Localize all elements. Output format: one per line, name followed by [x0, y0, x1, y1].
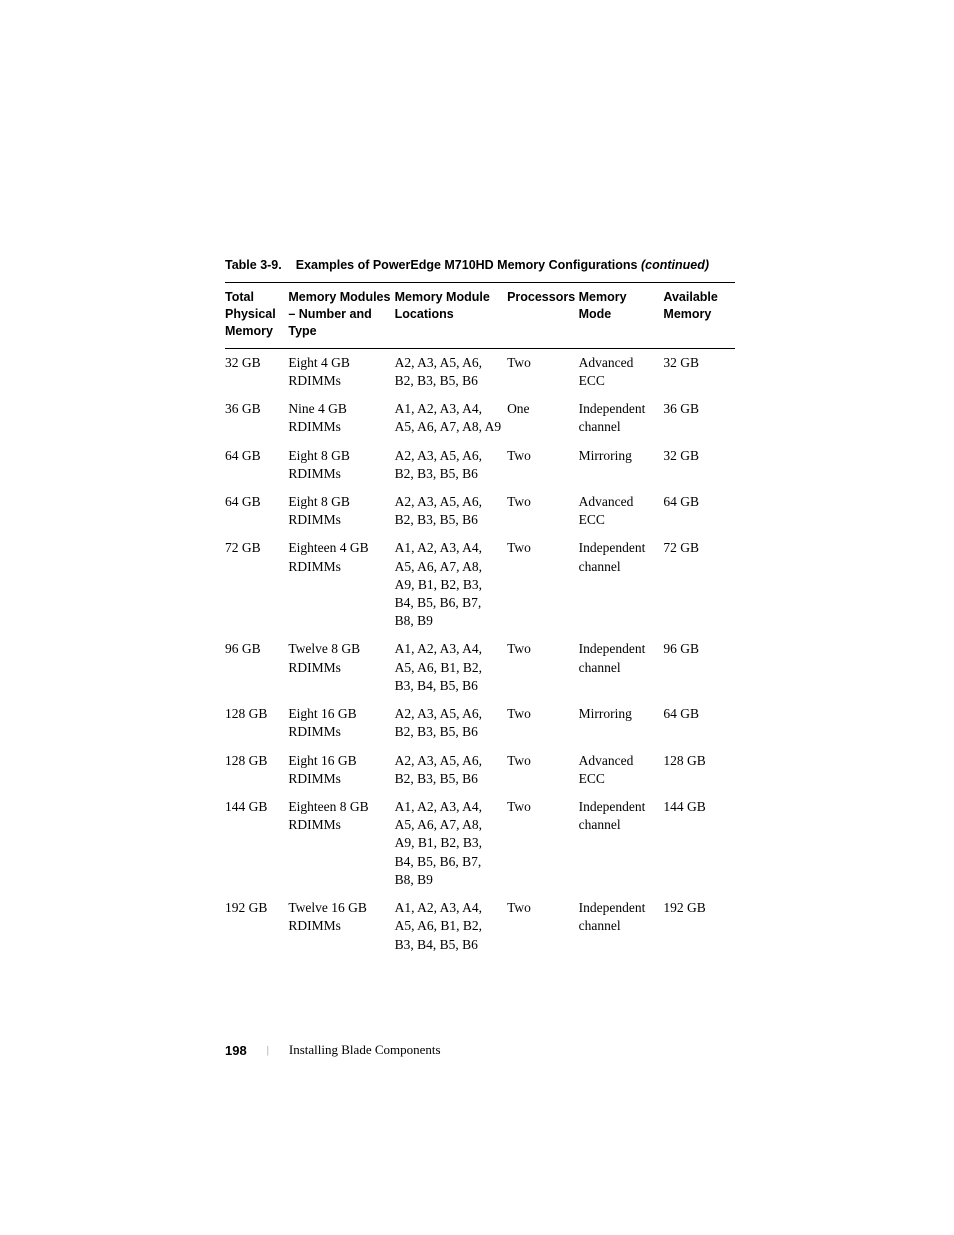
cell-mode: Advanced ECC	[579, 348, 664, 395]
cell-processors: One	[507, 395, 579, 441]
cell-processors: Two	[507, 534, 579, 635]
page-footer: 198 | Installing Blade Components	[225, 1042, 441, 1058]
cell-total-memory: 96 GB	[225, 635, 288, 700]
col-header-locations: Memory Module Locations	[395, 283, 507, 349]
cell-available: 32 GB	[663, 442, 735, 488]
memory-config-table: Total Physical Memory Memory Modules – N…	[225, 282, 735, 959]
table-continued: (continued)	[641, 258, 709, 272]
cell-locations: A1, A2, A3, A4, A5, A6, A7, A8, A9	[395, 395, 507, 441]
cell-modules: Eight 16 GB RDIMMs	[288, 747, 394, 793]
cell-mode: Independent channel	[579, 894, 664, 959]
cell-processors: Two	[507, 348, 579, 395]
table-title-line: Examples of PowerEdge M710HD Memory Conf…	[296, 258, 709, 272]
cell-locations: A2, A3, A5, A6, B2, B3, B5, B6	[395, 442, 507, 488]
cell-total-memory: 192 GB	[225, 894, 288, 959]
table-body: 32 GB Eight 4 GB RDIMMs A2, A3, A5, A6, …	[225, 348, 735, 959]
table-row: 144 GB Eighteen 8 GB RDIMMs A1, A2, A3, …	[225, 793, 735, 894]
cell-processors: Two	[507, 442, 579, 488]
cell-mode: Advanced ECC	[579, 488, 664, 534]
cell-mode: Advanced ECC	[579, 747, 664, 793]
cell-modules: Eight 8 GB RDIMMs	[288, 488, 394, 534]
cell-total-memory: 64 GB	[225, 442, 288, 488]
table-row: 64 GB Eight 8 GB RDIMMs A2, A3, A5, A6, …	[225, 442, 735, 488]
col-header-modules: Memory Modules – Number and Type	[288, 283, 394, 349]
cell-locations: A2, A3, A5, A6, B2, B3, B5, B6	[395, 488, 507, 534]
table-row: 96 GB Twelve 8 GB RDIMMs A1, A2, A3, A4,…	[225, 635, 735, 700]
cell-mode: Mirroring	[579, 442, 664, 488]
col-header-total-memory: Total Physical Memory	[225, 283, 288, 349]
cell-modules: Eight 8 GB RDIMMs	[288, 442, 394, 488]
cell-modules: Twelve 16 GB RDIMMs	[288, 894, 394, 959]
cell-available: 64 GB	[663, 488, 735, 534]
cell-available: 36 GB	[663, 395, 735, 441]
cell-modules: Twelve 8 GB RDIMMs	[288, 635, 394, 700]
cell-locations: A1, A2, A3, A4, A5, A6, B1, B2, B3, B4, …	[395, 635, 507, 700]
table-row: 64 GB Eight 8 GB RDIMMs A2, A3, A5, A6, …	[225, 488, 735, 534]
cell-total-memory: 36 GB	[225, 395, 288, 441]
cell-modules: Eighteen 8 GB RDIMMs	[288, 793, 394, 894]
cell-locations: A1, A2, A3, A4, A5, A6, B1, B2, B3, B4, …	[395, 894, 507, 959]
page-content: Table 3-9. Examples of PowerEdge M710HD …	[225, 258, 735, 959]
cell-available: 128 GB	[663, 747, 735, 793]
cell-processors: Two	[507, 894, 579, 959]
cell-mode: Independent channel	[579, 395, 664, 441]
cell-available: 96 GB	[663, 635, 735, 700]
cell-processors: Two	[507, 700, 579, 746]
table-row: 128 GB Eight 16 GB RDIMMs A2, A3, A5, A6…	[225, 700, 735, 746]
cell-available: 192 GB	[663, 894, 735, 959]
table-row: 192 GB Twelve 16 GB RDIMMs A1, A2, A3, A…	[225, 894, 735, 959]
col-header-available: Available Memory	[663, 283, 735, 349]
cell-mode: Independent channel	[579, 635, 664, 700]
col-header-processors: Processors	[507, 283, 579, 349]
cell-available: 64 GB	[663, 700, 735, 746]
table-row: 32 GB Eight 4 GB RDIMMs A2, A3, A5, A6, …	[225, 348, 735, 395]
cell-modules: Eight 16 GB RDIMMs	[288, 700, 394, 746]
col-header-mode: Memory Mode	[579, 283, 664, 349]
cell-processors: Two	[507, 747, 579, 793]
cell-processors: Two	[507, 793, 579, 894]
cell-total-memory: 128 GB	[225, 700, 288, 746]
table-title: Examples of PowerEdge M710HD Memory Conf…	[296, 258, 638, 272]
table-row: 36 GB Nine 4 GB RDIMMs A1, A2, A3, A4, A…	[225, 395, 735, 441]
table-caption: Table 3-9. Examples of PowerEdge M710HD …	[225, 258, 735, 272]
table-header-row: Total Physical Memory Memory Modules – N…	[225, 283, 735, 349]
cell-modules: Eight 4 GB RDIMMs	[288, 348, 394, 395]
cell-locations: A2, A3, A5, A6, B2, B3, B5, B6	[395, 348, 507, 395]
cell-modules: Nine 4 GB RDIMMs	[288, 395, 394, 441]
table-number: Table 3-9.	[225, 258, 282, 272]
cell-total-memory: 144 GB	[225, 793, 288, 894]
cell-available: 72 GB	[663, 534, 735, 635]
cell-total-memory: 72 GB	[225, 534, 288, 635]
cell-available: 32 GB	[663, 348, 735, 395]
table-row: 72 GB Eighteen 4 GB RDIMMs A1, A2, A3, A…	[225, 534, 735, 635]
cell-locations: A1, A2, A3, A4, A5, A6, A7, A8, A9, B1, …	[395, 534, 507, 635]
section-name: Installing Blade Components	[289, 1042, 441, 1058]
cell-mode: Mirroring	[579, 700, 664, 746]
cell-mode: Independent channel	[579, 793, 664, 894]
cell-locations: A2, A3, A5, A6, B2, B3, B5, B6	[395, 700, 507, 746]
cell-total-memory: 64 GB	[225, 488, 288, 534]
cell-processors: Two	[507, 635, 579, 700]
page-number: 198	[225, 1043, 247, 1058]
cell-modules: Eighteen 4 GB RDIMMs	[288, 534, 394, 635]
cell-available: 144 GB	[663, 793, 735, 894]
cell-total-memory: 32 GB	[225, 348, 288, 395]
table-row: 128 GB Eight 16 GB RDIMMs A2, A3, A5, A6…	[225, 747, 735, 793]
cell-locations: A2, A3, A5, A6, B2, B3, B5, B6	[395, 747, 507, 793]
cell-locations: A1, A2, A3, A4, A5, A6, A7, A8, A9, B1, …	[395, 793, 507, 894]
cell-total-memory: 128 GB	[225, 747, 288, 793]
cell-processors: Two	[507, 488, 579, 534]
footer-divider: |	[267, 1044, 269, 1056]
cell-mode: Independent channel	[579, 534, 664, 635]
